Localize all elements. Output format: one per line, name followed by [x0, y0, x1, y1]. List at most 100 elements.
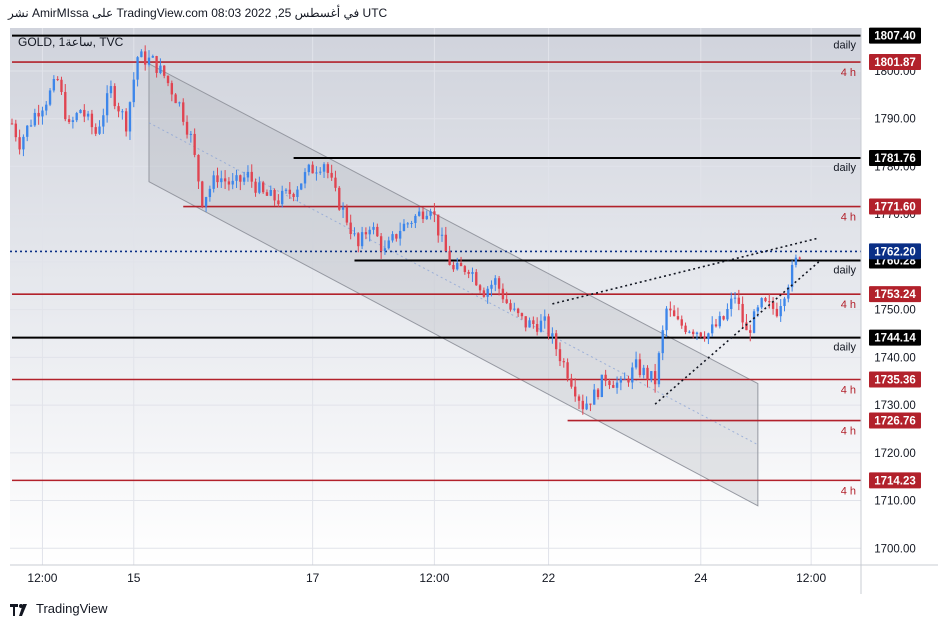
symbol-label: GOLD, 1ساعة, TVC	[18, 35, 124, 49]
candle-body	[749, 330, 752, 333]
candle-body	[638, 359, 642, 376]
candle-body	[596, 389, 600, 398]
candle-body	[646, 367, 649, 380]
candle-body	[722, 316, 725, 320]
candle-body	[798, 257, 801, 259]
candle-body	[159, 65, 162, 73]
candle-body	[657, 353, 661, 385]
tradingview-logo-icon	[10, 603, 27, 616]
candle-body	[790, 264, 794, 288]
candle-body	[532, 320, 535, 324]
candle-body	[10, 123, 14, 125]
candle-body	[653, 371, 657, 385]
candle-body	[787, 287, 790, 299]
candle-body	[124, 111, 128, 132]
time-axis[interactable]: 12:00 15 17 12:00 22 24 12:00	[27, 571, 826, 585]
candle-body	[684, 325, 687, 333]
price-label-box	[869, 329, 921, 346]
price-label-box	[869, 472, 921, 489]
candle-body	[501, 288, 505, 300]
candle-body	[764, 298, 767, 302]
candle-body	[182, 102, 185, 122]
candle-body	[273, 189, 276, 201]
candle-body	[528, 320, 531, 328]
candle-body	[562, 361, 565, 363]
candle-body	[471, 272, 474, 274]
candle-body	[608, 380, 611, 386]
candle-body	[437, 214, 440, 236]
candle-body	[566, 362, 569, 379]
candle-body	[223, 178, 227, 182]
candle-body	[475, 272, 478, 286]
candle-body	[452, 264, 455, 270]
candle-body	[303, 172, 307, 184]
y-tick-label: 1790.00	[874, 114, 916, 126]
candle-body	[581, 400, 584, 410]
level-tag: daily	[833, 265, 856, 277]
candle-body	[383, 248, 387, 252]
candle-body	[593, 389, 596, 405]
candle-body	[281, 190, 284, 205]
candle-body	[155, 56, 158, 73]
candle-body	[486, 288, 489, 297]
candle-body	[768, 301, 771, 303]
candle-body	[490, 284, 493, 289]
candle-body	[376, 226, 379, 237]
candle-body	[113, 86, 116, 107]
price-label: 1726.76	[874, 416, 916, 428]
candle-body	[398, 230, 402, 239]
candle-body	[212, 175, 215, 189]
candle-body	[467, 271, 470, 274]
candle-body	[600, 374, 604, 398]
candle-body	[326, 164, 330, 173]
price-label: 1771.60	[874, 202, 916, 214]
candle-body	[577, 396, 581, 401]
candle-body	[227, 181, 231, 185]
candle-body	[315, 172, 318, 174]
candle-body	[425, 215, 428, 220]
candle-body	[516, 308, 520, 314]
candle-body	[52, 78, 56, 91]
candle-body	[338, 187, 341, 210]
candle-body	[558, 349, 562, 362]
price-label: 1753.24	[874, 289, 916, 301]
candle-body	[147, 57, 151, 65]
candle-body	[98, 126, 101, 134]
level-tag: daily	[833, 40, 856, 52]
candle-body	[60, 79, 63, 92]
candle-body	[56, 78, 59, 80]
candle-body	[189, 133, 193, 135]
candle-body	[334, 177, 337, 188]
candle-body	[433, 211, 436, 215]
candle-body	[79, 109, 82, 114]
candle-body	[94, 127, 97, 134]
candle-body	[197, 154, 200, 182]
candle-body	[144, 51, 147, 65]
candle-body	[322, 164, 326, 172]
candle-body	[208, 188, 212, 198]
price-axis[interactable]: 1700.00 1710.00 1720.00 1730.00 1740.00 1750.…	[874, 66, 916, 555]
candle-body	[151, 56, 154, 58]
candle-body	[372, 226, 375, 230]
candle-body	[90, 113, 94, 128]
price-label: 1807.40	[874, 31, 916, 43]
candle-body	[242, 177, 246, 182]
candle-body	[779, 306, 782, 317]
candle-body	[178, 102, 181, 104]
candle-body	[711, 324, 714, 334]
candle-body	[277, 200, 280, 205]
candle-body	[631, 367, 634, 383]
trendline-dotted	[654, 261, 820, 405]
price-label: 1781.76	[874, 153, 916, 165]
candle-body	[775, 308, 779, 317]
candle-body	[623, 378, 626, 380]
candle-body	[307, 164, 311, 173]
candle-body	[714, 324, 718, 327]
candle-body	[756, 307, 760, 312]
candle-body	[67, 119, 71, 123]
candle-body	[379, 236, 383, 252]
candle-body	[102, 115, 105, 127]
candle-body	[284, 189, 288, 191]
candle-body	[235, 175, 238, 181]
